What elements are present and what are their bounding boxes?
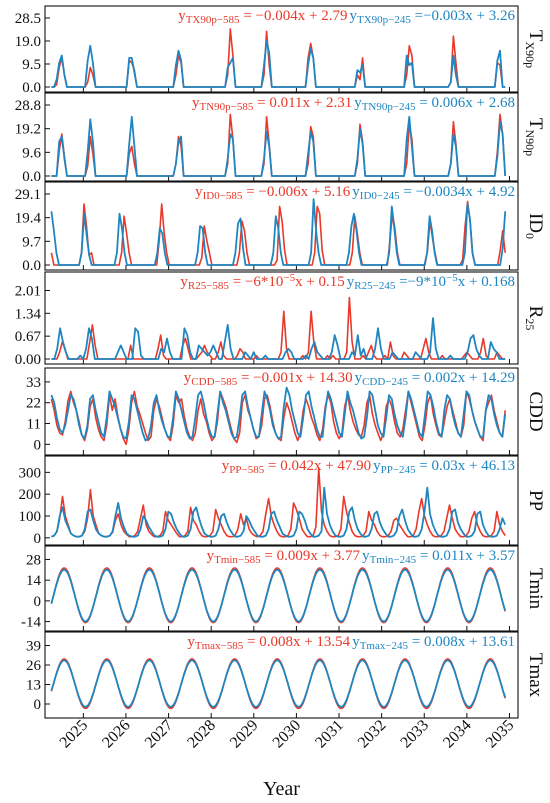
y-tick-label: 13 [26,678,41,694]
panel-0: 0.0 9.5 19.0 28.5 yTX90p−245 =−0.003x + 3.26… [15,5,546,96]
x-tick-label: 2032 [355,717,390,752]
y-tick-label: 28.5 [15,11,41,27]
regression-equation-eq585: yR25−585 = −6*10−5x + 0.15 [180,272,344,292]
y-tick-label: 29.1 [15,187,41,203]
y-tick-label: 9.5 [22,57,41,73]
y-tick-label: 0 [34,531,42,547]
y-tick-label: 0 [34,697,42,713]
series-ssp245-line [51,40,506,88]
panel-frame [44,631,519,719]
y-tick-label: 0.0 [22,258,41,274]
panel-3: 0.00 0.67 1.34 2.01 yR25−245 =−9*10−5x + 0.1… [15,271,546,368]
panel-frame [44,455,519,546]
y-tick-label: 300 [19,465,42,481]
y-axis-label: R25 [523,306,546,331]
y-tick-label: 28.8 [15,98,41,114]
panel-5: 0 100 200 300 yPP−245 = 0.03x + 46.13yPP−585… [19,455,546,547]
y-tick-label: 9.6 [22,145,41,161]
series-ssp245-line [51,317,506,360]
y-tick-label: 0 [34,594,42,610]
x-tick-label: 2031 [312,717,347,752]
series-ssp245-line [50,386,507,442]
y-tick-label: 22 [26,396,41,412]
panel-frame [44,92,519,182]
y-tick-label: 28 [26,552,41,568]
y-tick-label: 0.00 [15,352,41,368]
series-ssp245-line [50,659,507,708]
y-tick-label: 11 [27,417,41,433]
regression-equation-eq245: yTX90p−245 =−0.003x + 3.26 [350,8,516,26]
regression-equation-eq585: yTmax−585 = 0.008x + 13.54 [187,634,350,652]
x-tick-label: 2035 [483,717,518,752]
y-axis-label: ID0 [523,213,546,239]
regression-equation-eq245: yTN90p−245 = 0.006x + 2.68 [354,95,515,113]
x-tick-label: 2027 [142,717,177,752]
y-tick-label: 19.2 [15,122,41,138]
y-axis-label: CDD [525,391,546,431]
series-ssp245-line [50,198,507,266]
regression-equation-eq585: yPP−585 = 0.042x + 47.90 [222,458,371,476]
panel-1: 0.0 9.6 19.2 28.8 yTN90p−245 = 0.006x + 2.68… [15,92,546,185]
y-axis-label: TX90p [523,30,546,68]
panel-6: -14 0 14 28 yTmin−245 = 0.011x + 3.57yTmin−5… [21,545,546,632]
regression-equation-eq585: yTN90p−585 = 0.011x + 2.31 [192,95,352,113]
regression-equation-eq245: yTmin−245 = 0.011x + 3.57 [362,548,515,566]
y-tick-label: 0.0 [22,169,41,185]
y-tick-label: 0.67 [15,329,42,345]
x-tick-label: 2033 [397,717,432,752]
regression-equation-eq245: yTmax−245 = 0.008x + 13.61 [352,634,515,652]
panel-4: 0 11 22 33 yCDD−245 = 0.002x + 14.29yCDD−585… [26,367,546,456]
series-ssp585-line [51,467,506,538]
y-tick-label: 14 [26,573,42,589]
regression-equation-eq245: yR25−245 =−9*10−5x + 0.168 [347,272,515,292]
panel-frame [44,181,519,271]
panel-frame [44,367,519,456]
y-tick-label: 9.7 [22,234,41,250]
y-tick-label: 33 [26,375,41,391]
x-tick-label: 2028 [184,717,219,752]
y-axis-label: PP [525,490,546,511]
y-axis-label: TN90p [523,118,546,156]
panel-frame [44,545,519,632]
y-tick-label: 0 [34,437,42,453]
y-tick-label: 1.34 [15,306,42,322]
regression-equation-eq585: yTX90p−585 = −0.004x + 2.79 [178,8,347,26]
x-tick-label: 2034 [440,717,475,752]
series-ssp585-line [50,390,506,446]
y-tick-label: 39 [26,639,41,655]
regression-equation-eq585: yID0−585 = −0.006x + 5.16 [195,184,351,202]
regression-equation-eq585: yCDD−585 = −0.001x + 14.30 [184,370,353,388]
x-axis-label: Year [263,778,300,800]
regression-equation-eq245: yID0−245 = −0.0034x + 4.92 [352,184,515,202]
panel-frame [44,271,519,365]
x-tick-label: 2029 [227,717,262,752]
y-axis-label: Tmin [525,568,546,610]
y-tick-label: 19.0 [15,34,41,50]
y-tick-label: 100 [19,509,42,525]
series-ssp585-line [51,113,506,177]
regression-equation-eq585: yTmin−585 = 0.009x + 3.77 [207,548,361,566]
series-ssp245-line [50,568,507,623]
y-tick-label: -14 [21,615,41,631]
y-tick-label: 19.4 [15,211,42,227]
regression-equation-eq245: yPP−245 = 0.03x + 46.13 [373,458,515,476]
y-tick-label: 0.0 [22,80,41,96]
series-ssp245-line [51,115,507,177]
series-ssp245-line [51,486,507,538]
x-tick-label: 2026 [99,717,134,752]
regression-equation-eq245: yCDD−245 = 0.002x + 14.29 [355,370,515,388]
x-tick-label: 2025 [57,717,92,752]
panel-7: 0 13 26 39 yTmax−245 = 0.008x + 13.61yTmax−5… [26,631,546,719]
y-tick-label: 2.01 [15,283,41,299]
x-tick-label: 2030 [270,717,305,752]
y-tick-label: 200 [19,487,42,503]
series-ssp585-line [51,28,506,88]
panel-2: 0.0 9.7 19.4 29.1 yID0−245 = −0.0034x + 4.92… [15,181,546,274]
y-tick-label: 26 [26,658,42,674]
y-axis-label: Tmax [525,653,546,698]
panel-frame [44,5,519,93]
